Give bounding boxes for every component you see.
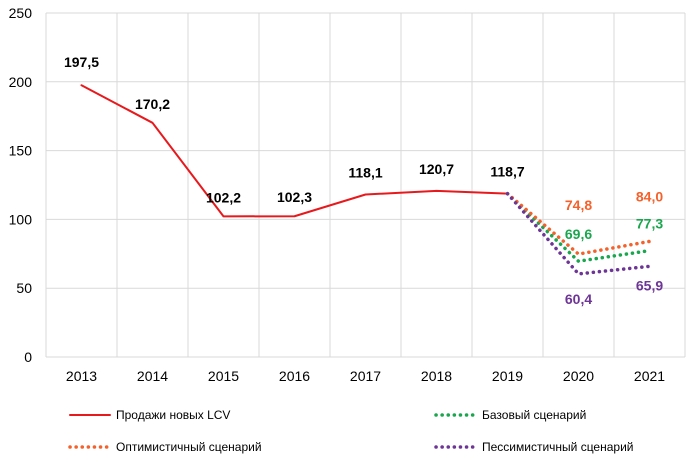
x-tick-label: 2019 [492,368,523,384]
data-label: 77,3 [636,216,663,232]
data-label: 65,9 [636,277,663,293]
data-label: 74,8 [565,197,592,213]
series-line-2 [505,191,652,256]
y-tick-label: 0 [24,349,32,365]
y-tick-label: 50 [16,280,32,296]
data-labels: 197,5 170,2 102,2 102,3 118,1 120,7 118,7 69,6 7… [64,54,663,307]
x-tick-label: 2021 [634,368,665,384]
legend-label: Оптимистичный сценарий [116,440,262,454]
legend-label: Пессимистичный сценарий [482,440,634,454]
y-tick-label: 200 [9,74,33,90]
legend-label: Продажи новых LCV [116,408,230,422]
series-line-3 [505,191,652,276]
x-tick-label: 2017 [350,368,381,384]
data-label: 118,1 [348,164,382,180]
x-tick-label: 2020 [563,368,594,384]
y-tick-label: 100 [9,211,33,227]
legend-label: Базовый сценарий [482,408,586,422]
x-tick-label: 2013 [66,368,97,384]
grid [45,12,686,358]
data-label: 120,7 [419,161,454,177]
data-label: 170,2 [135,96,170,112]
x-tick-label: 2018 [421,368,452,384]
data-label: 118,7 [490,164,524,180]
data-label: 60,4 [565,291,592,307]
legend: Продажи новых LCV Базовый сценарий Оптимис… [68,408,634,454]
data-label: 197,5 [64,54,99,70]
series-line-0 [80,84,509,218]
series-line-1 [505,191,652,263]
x-tick-label: 2014 [137,368,168,384]
data-label: 102,2 [206,189,241,205]
data-label: 84,0 [636,188,663,204]
y-tick-label: 250 [9,5,33,21]
data-label: 102,3 [277,189,312,205]
y-tick-label: 150 [9,143,33,159]
series-lines [80,84,652,276]
x-tick-label: 2016 [279,368,310,384]
x-axis: 2013 2014 2015 2016 2017 2018 2019 2020 2021 [66,368,665,384]
x-tick-label: 2015 [208,368,239,384]
data-label: 69,6 [565,226,592,242]
y-axis: 0 50 100 150 200 250 [9,5,33,365]
